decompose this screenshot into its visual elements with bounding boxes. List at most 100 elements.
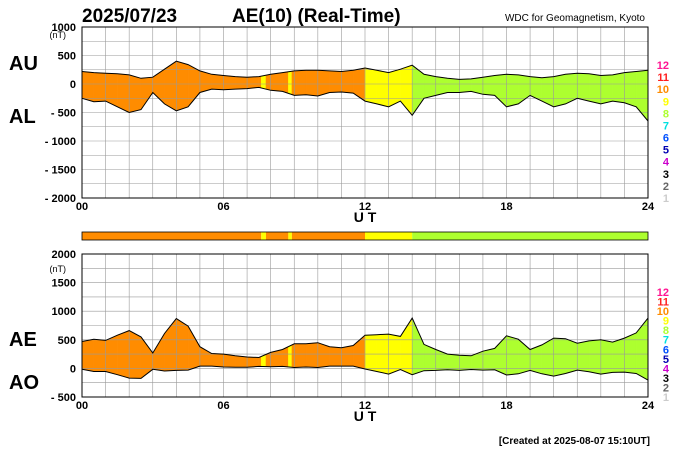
created-timestamp: [Created at 2025-08-07 15:10UT] — [499, 436, 650, 447]
x-tick-label: 06 — [217, 201, 229, 213]
au-label: AU — [9, 53, 38, 75]
activity-fill-segment — [93, 339, 106, 372]
activity-fill-segment — [636, 317, 649, 381]
y-tick-label: - 1000 — [45, 136, 76, 148]
activity-fill-segment — [211, 74, 224, 90]
level-scale-label: 6 — [663, 133, 669, 145]
activity-fill-segment — [529, 76, 543, 102]
level-scale-label: 11 — [657, 72, 669, 84]
activity-fill-segment — [459, 78, 472, 93]
x-tick-label: 24 — [642, 400, 655, 412]
activity-bar-segment — [265, 232, 289, 240]
activity-fill-segment — [140, 336, 153, 379]
activity-fill-segment — [258, 75, 262, 89]
level-scale-label: 10 — [657, 306, 669, 318]
activity-bar-frame — [81, 231, 649, 241]
ae-ao-x-axis-label: U T — [354, 408, 377, 424]
activity-fill-segment — [140, 76, 153, 111]
level-scale-label: 3 — [663, 169, 669, 181]
activity-fill-segment — [223, 75, 236, 90]
ao-label: AO — [9, 372, 39, 394]
activity-fill-segment — [447, 353, 460, 371]
ao-series-line — [81, 365, 649, 381]
y-tick-label: - 500 — [51, 392, 76, 404]
activity-fill-segment — [600, 74, 613, 105]
activity-fill-segment — [624, 71, 637, 108]
activity-fill-segment — [294, 343, 307, 368]
activity-fill-segment — [329, 70, 342, 93]
activity-fill-segment — [612, 337, 625, 373]
level-scale-label: 7 — [663, 335, 669, 347]
activity-fill-segment — [553, 74, 566, 108]
au-al-x-tick-labels: 00 06 12 18 24 — [76, 201, 655, 213]
activity-fill-segment — [506, 335, 519, 376]
level-scale-label: 9 — [663, 316, 669, 328]
activity-fill-segment — [164, 60, 177, 112]
activity-fill-segment — [506, 74, 519, 108]
activity-fill-segment — [353, 67, 366, 102]
activity-fill-segment — [305, 70, 319, 97]
level-scale-label: 3 — [663, 373, 669, 385]
activity-fill-segment — [364, 334, 377, 372]
ae-ao-y-tick-labels: 2000 1500 1000 500 0 - 500 — [51, 249, 76, 404]
activity-fill-segment — [288, 71, 293, 95]
x-tick-label: 18 — [500, 201, 512, 213]
activity-fill-segment — [577, 72, 590, 102]
au-al-x-axis-label: U T — [354, 209, 377, 225]
activity-fill-segment — [588, 73, 602, 105]
index-title: AE(10) (Real-Time) — [232, 6, 401, 27]
level-scale-label: 12 — [657, 287, 669, 299]
activity-fill-segment — [261, 74, 267, 90]
activity-fill-segment — [176, 318, 189, 371]
ae-ao-unit-label: (nT) — [50, 264, 67, 274]
activity-bar-segment — [261, 232, 266, 240]
activity-fill-segment — [128, 330, 142, 379]
ae-label: AE — [9, 329, 37, 351]
ae-ao-x-tick-labels: 00 06 12 18 24 — [76, 400, 655, 412]
activity-fill-segment — [600, 339, 613, 375]
level-scale-label: 1 — [663, 392, 669, 404]
activity-fill-segment — [81, 71, 94, 102]
activity-fill-segment — [291, 343, 295, 368]
level-scale-label: 5 — [663, 354, 669, 366]
activity-fill-segment — [152, 332, 165, 372]
y-tick-label: - 1500 — [45, 165, 76, 177]
activity-bar-segment — [291, 232, 365, 240]
level-scale-label: 5 — [663, 145, 669, 157]
activity-fill-segment — [577, 340, 590, 373]
activity-fill-segment — [435, 349, 448, 371]
y-tick-label: 0 — [70, 363, 76, 375]
activity-level-bar — [81, 231, 649, 241]
level-scale-label: 1 — [663, 193, 669, 205]
activity-fill-segment — [317, 70, 330, 97]
y-tick-label: - 500 — [51, 108, 76, 120]
activity-fill-segment — [246, 76, 260, 89]
y-tick-label: - 2000 — [45, 193, 76, 205]
source-label: WDC for Geomagnetism, Kyoto — [505, 13, 645, 24]
ae-ao-plot-frame — [81, 253, 649, 398]
activity-fill-segment — [81, 338, 94, 372]
x-tick-label: 00 — [76, 400, 88, 412]
level-scale-label: 7 — [663, 120, 669, 132]
activity-fill-segment — [265, 74, 271, 91]
y-tick-label: 2000 — [52, 249, 76, 261]
activity-fill-segment — [388, 68, 401, 108]
y-tick-label: 1500 — [52, 278, 76, 290]
activity-bar-segment — [288, 232, 292, 240]
level-scale-label: 2 — [663, 181, 669, 193]
activity-fill-segment — [270, 72, 283, 92]
x-tick-label: 24 — [642, 201, 655, 213]
level-scale-label: 9 — [663, 96, 669, 108]
y-tick-label: 500 — [58, 51, 76, 63]
x-tick-label: 00 — [76, 201, 88, 213]
ae-ao-gridlines — [82, 254, 648, 397]
level-scale-label: 2 — [663, 382, 669, 394]
au-series-line — [81, 60, 649, 80]
activity-fill-segment — [258, 356, 262, 367]
x-tick-label: 18 — [500, 400, 512, 412]
activity-fill-segment — [553, 337, 566, 377]
